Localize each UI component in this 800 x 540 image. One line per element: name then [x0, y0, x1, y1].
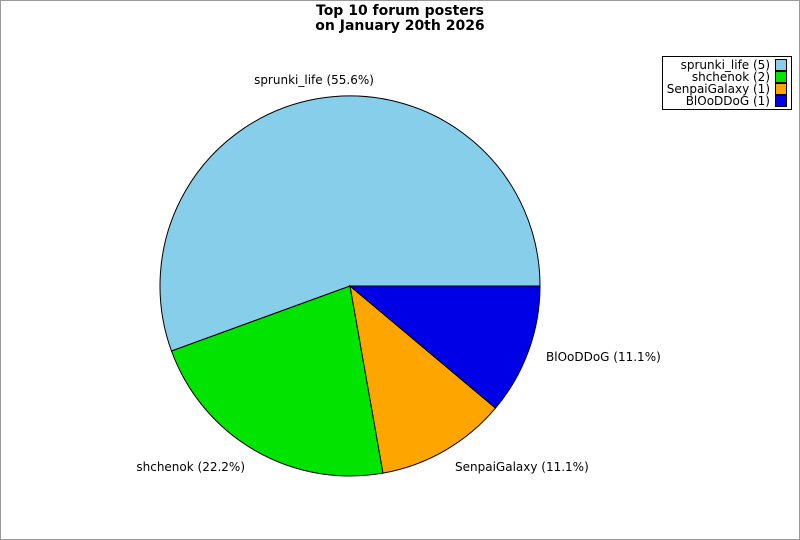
legend-item-label: sprunki_life (5): [680, 58, 770, 72]
legend-item-shchenok: shchenok (2): [667, 71, 787, 83]
chart-title-line1: Top 10 forum posters: [316, 3, 484, 19]
pie-slice-SenpaiGalaxy: [349, 284, 497, 474]
legend: sprunki_life (5) shchenok (2) SenpaiGalaxy…: [661, 56, 792, 110]
legend-item-BlOoDDoG: BlOoDDoG (1): [667, 95, 787, 107]
slice-label-sprunki_life: sprunki_life (55.6%): [254, 73, 374, 87]
legend-item-SenpaiGalaxy: SenpaiGalaxy (1): [667, 83, 787, 95]
slice-label-shchenok: shchenok (22.2%): [136, 460, 245, 474]
chart-title-line2: on January 20th 2026: [315, 18, 485, 34]
pie-slice-sprunki_life: [159, 95, 541, 352]
legend-color-swatch: [775, 83, 787, 95]
slice-label-BlOoDDoG: BlOoDDoG (11.1%): [546, 350, 661, 364]
pie-slice-shchenok: [170, 285, 384, 477]
legend-item-label: shchenok (2): [691, 70, 770, 84]
legend-item-label: SenpaiGalaxy (1): [666, 82, 770, 96]
legend-item-sprunki_life: sprunki_life (5): [667, 59, 787, 71]
slice-label-SenpaiGalaxy: SenpaiGalaxy (11.1%): [455, 460, 589, 474]
legend-color-swatch: [775, 71, 787, 83]
chart-title: Top 10 forum posters on January 20th 202…: [1, 4, 799, 34]
pie-slice-BlOoDDoG: [348, 285, 541, 409]
legend-color-swatch: [775, 95, 787, 107]
legend-color-swatch: [775, 59, 787, 71]
legend-item-label: BlOoDDoG (1): [685, 94, 770, 108]
